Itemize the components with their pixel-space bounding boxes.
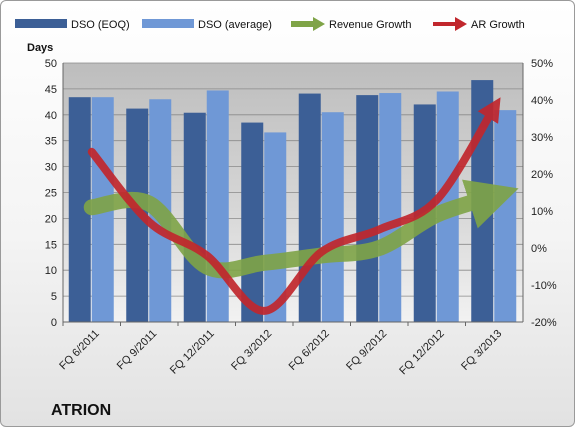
- bar-dso-average: [379, 93, 402, 322]
- bar-dso-average: [494, 110, 517, 322]
- y-left-tick-label: 20: [45, 213, 57, 225]
- bar-dso-eoq: [356, 95, 379, 322]
- y-left-tick-label: 35: [45, 136, 57, 148]
- x-tick-label: FQ 6/2012: [287, 328, 332, 373]
- x-tick-label: FQ 6/2011: [57, 328, 102, 373]
- y-left-tick-label: 15: [45, 239, 57, 251]
- legend-label: Revenue Growth: [329, 19, 412, 31]
- y-left-tick-label: 30: [45, 162, 57, 174]
- bar-dso-eoq: [241, 122, 264, 322]
- legend-label: DSO (average): [198, 19, 272, 31]
- y-left-tick-label: 5: [51, 291, 57, 303]
- y-right-tick-label: -20%: [531, 317, 557, 329]
- y-right-tick-label: 30%: [531, 132, 553, 144]
- y-right-tick-label: 0%: [531, 243, 547, 255]
- x-tick-label: FQ 12/2012: [397, 328, 447, 378]
- y-axis-title: Days: [27, 42, 53, 54]
- x-tick-label: FQ 12/2011: [168, 328, 217, 377]
- y-right-tick-label: -10%: [531, 280, 557, 292]
- legend-arrowhead: [455, 17, 467, 31]
- legend-label: DSO (EOQ): [71, 19, 130, 31]
- company-caption: ATRION: [51, 402, 111, 419]
- y-left-tick-label: 10: [45, 265, 57, 277]
- y-left-tick-label: 25: [45, 188, 57, 200]
- legend-arrowhead: [313, 17, 325, 31]
- legend: DSO (EOQ) DSO (average) Revenue Growth AR G…: [15, 17, 525, 31]
- ar-growth-line: [87, 97, 501, 315]
- bar-dso-average: [206, 90, 229, 322]
- y-left-tick-label: 40: [45, 110, 57, 122]
- y-left-tick-label: 50: [45, 58, 57, 70]
- bar-dso-average: [264, 132, 287, 322]
- y-right-tick-label: 20%: [531, 169, 553, 181]
- y-right-tick-label: 40%: [531, 95, 553, 107]
- bar-dso-eoq: [68, 97, 91, 322]
- x-tick-label: FQ 3/2013: [459, 328, 504, 373]
- x-tick-label: FQ 9/2012: [344, 328, 389, 373]
- bar-dso-eoq: [298, 93, 321, 322]
- x-tick-label: FQ 3/2012: [229, 328, 274, 373]
- revenue-growth-line: [83, 179, 519, 279]
- y-left-tick-label: 45: [45, 84, 57, 96]
- y-left-tick-label: 0: [51, 317, 57, 329]
- legend-swatch: [142, 19, 194, 28]
- y-right-tick-label: 10%: [531, 206, 553, 218]
- growth-lines: [83, 97, 519, 315]
- x-tick-label: FQ 9/2011: [115, 328, 160, 373]
- legend-swatch: [15, 19, 67, 28]
- bar-dso-average: [321, 112, 344, 323]
- bar-dso-eoq: [183, 112, 206, 322]
- legend-label: AR Growth: [471, 19, 525, 31]
- y-right-tick-label: 50%: [531, 58, 553, 70]
